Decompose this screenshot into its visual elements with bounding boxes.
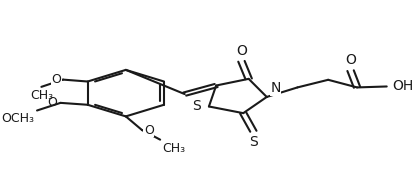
Text: O: O [235,44,246,58]
Text: O: O [51,73,61,86]
Text: O: O [47,96,57,109]
Text: OCH₃: OCH₃ [1,112,34,125]
Text: O: O [144,124,153,137]
Text: CH₃: CH₃ [30,89,53,102]
Text: S: S [192,98,200,113]
Text: N: N [270,81,280,95]
Text: O: O [344,53,355,67]
Text: S: S [248,135,257,149]
Text: OH: OH [391,79,413,94]
Text: CH₃: CH₃ [161,142,185,155]
